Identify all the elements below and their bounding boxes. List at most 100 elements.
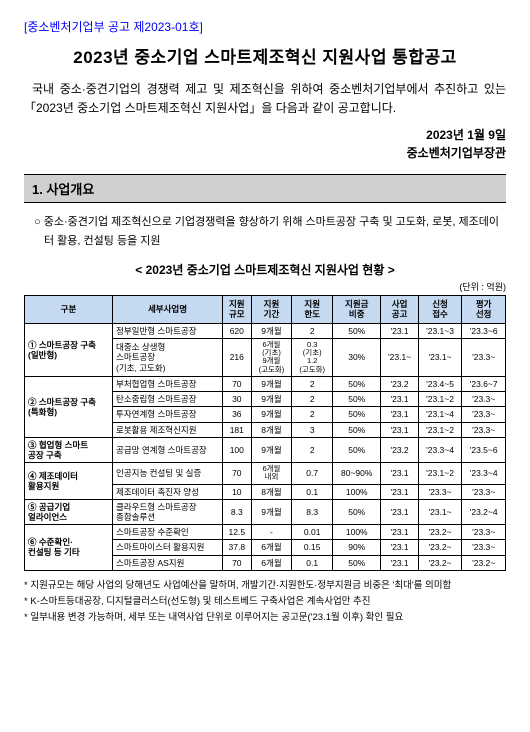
- value-cell: 2: [292, 392, 333, 407]
- category-cell: ④ 제조데이터활용지원: [25, 463, 113, 500]
- footnotes: * 지원규모는 해당 사업의 당해년도 사업예산을 말하며, 개발기간·지원한도…: [24, 579, 506, 626]
- value-cell: 70: [223, 463, 252, 485]
- sub-program-cell: 대중소 상생형스마트공장(기초, 고도화): [113, 338, 223, 376]
- value-cell: 6개월: [251, 555, 292, 570]
- sub-program-cell: 로봇활용 제조혁신지원: [113, 422, 223, 437]
- value-cell: 50%: [333, 422, 381, 437]
- value-cell: 100%: [333, 484, 381, 499]
- value-cell: 100%: [333, 525, 381, 540]
- value-cell: 3: [292, 422, 333, 437]
- value-cell: '23.1~4: [418, 407, 462, 422]
- value-cell: -: [251, 525, 292, 540]
- value-cell: 0.1: [292, 484, 333, 499]
- value-cell: 2: [292, 437, 333, 462]
- value-cell: 9개월: [251, 437, 292, 462]
- sub-program-cell: 부처협업형 스마트공장: [113, 376, 223, 391]
- sub-program-cell: 제조데이터 촉진자 양성: [113, 484, 223, 499]
- col-header: 세부사업명: [113, 295, 223, 323]
- value-cell: '23.1: [381, 323, 418, 338]
- table-header-row: 구분세부사업명지원규모지원기간지원한도지원금비중사업공고신청접수평가선정: [25, 295, 506, 323]
- value-cell: 8개월: [251, 484, 292, 499]
- value-cell: '23.3~: [462, 422, 506, 437]
- category-cell: ① 스마트공장 구축(일반형): [25, 323, 113, 376]
- value-cell: 50%: [333, 323, 381, 338]
- overview-text: ○ 중소·중견기업 제조혁신으로 기업경쟁력을 향상하기 위해 스마트공장 구축…: [34, 213, 506, 250]
- value-cell: 50%: [333, 437, 381, 462]
- col-header: 사업공고: [381, 295, 418, 323]
- value-cell: '23.3~: [462, 392, 506, 407]
- value-cell: '23.1~: [418, 338, 462, 376]
- value-cell: 0.15: [292, 540, 333, 555]
- value-cell: '23.4~5: [418, 376, 462, 391]
- value-cell: '23.3~: [418, 484, 462, 499]
- sub-program-cell: 정부일반형 스마트공장: [113, 323, 223, 338]
- col-header: 평가선정: [462, 295, 506, 323]
- value-cell: '23.3~: [462, 525, 506, 540]
- value-cell: 37.8: [223, 540, 252, 555]
- value-cell: '23.2~: [418, 555, 462, 570]
- value-cell: 9개월: [251, 323, 292, 338]
- table-row: ④ 제조데이터활용지원인공지능 컨설팅 및 실증706개월내외0.780~90%…: [25, 463, 506, 485]
- table-row: ⑥ 수준확인·컨설팅 등 기타스마트공장 수준확인12.5-0.01100%'2…: [25, 525, 506, 540]
- value-cell: '23.1: [381, 484, 418, 499]
- table-row: ③ 협업형 스마트공장 구축공급망 연계형 스마트공장1009개월250%'23…: [25, 437, 506, 462]
- date-block: 2023년 1월 9일 중소벤처기업부장관: [24, 126, 506, 162]
- value-cell: 181: [223, 422, 252, 437]
- value-cell: 70: [223, 376, 252, 391]
- value-cell: 2: [292, 376, 333, 391]
- col-header: 신청접수: [418, 295, 462, 323]
- value-cell: '23.1: [381, 499, 418, 524]
- value-cell: 0.7: [292, 463, 333, 485]
- sub-program-cell: 공급망 연계형 스마트공장: [113, 437, 223, 462]
- value-cell: 9개월: [251, 376, 292, 391]
- value-cell: '23.2~4: [462, 499, 506, 524]
- value-cell: '23.2~: [418, 525, 462, 540]
- value-cell: '23.1~3: [418, 323, 462, 338]
- value-cell: 2: [292, 407, 333, 422]
- category-cell: ⑤ 공급기업얼라이언스: [25, 499, 113, 524]
- sub-program-cell: 인공지능 컨설팅 및 실증: [113, 463, 223, 485]
- value-cell: 30: [223, 392, 252, 407]
- category-cell: ③ 협업형 스마트공장 구축: [25, 437, 113, 462]
- table-title: < 2023년 중소기업 스마트제조혁신 지원사업 현황 >: [24, 261, 506, 278]
- value-cell: '23.1~2: [418, 392, 462, 407]
- value-cell: '23.1: [381, 555, 418, 570]
- col-header: 지원기간: [251, 295, 292, 323]
- value-cell: 9개월: [251, 392, 292, 407]
- sub-program-cell: 스마트공장 AS지원: [113, 555, 223, 570]
- footnote-3: * 일부내용 변경 가능하며, 세부 또는 내역사업 단위로 이루어지는 공고문…: [24, 611, 506, 625]
- value-cell: 6개월: [251, 540, 292, 555]
- value-cell: '23.1: [381, 392, 418, 407]
- value-cell: 70: [223, 555, 252, 570]
- value-cell: 2: [292, 323, 333, 338]
- value-cell: '23.6~7: [462, 376, 506, 391]
- sub-program-cell: 탄소중립형 스마트공장: [113, 392, 223, 407]
- value-cell: 0.3(기초)1.2(고도화): [292, 338, 333, 376]
- value-cell: 216: [223, 338, 252, 376]
- value-cell: 12.5: [223, 525, 252, 540]
- value-cell: '23.1~: [418, 499, 462, 524]
- value-cell: 0.1: [292, 555, 333, 570]
- value-cell: '23.5~6: [462, 437, 506, 462]
- value-cell: '23.1: [381, 422, 418, 437]
- value-cell: '23.1~: [381, 338, 418, 376]
- value-cell: 8개월: [251, 422, 292, 437]
- col-header: 지원금비중: [333, 295, 381, 323]
- value-cell: '23.3~: [462, 338, 506, 376]
- value-cell: 50%: [333, 376, 381, 391]
- table-body: ① 스마트공장 구축(일반형)정부일반형 스마트공장6209개월250%'23.…: [25, 323, 506, 570]
- col-header: 구분: [25, 295, 113, 323]
- value-cell: '23.1: [381, 407, 418, 422]
- value-cell: '23.3~4: [462, 463, 506, 485]
- category-cell: ⑥ 수준확인·컨설팅 등 기타: [25, 525, 113, 571]
- value-cell: 36: [223, 407, 252, 422]
- value-cell: 9개월: [251, 499, 292, 524]
- sub-program-cell: 투자연계형 스마트공장: [113, 407, 223, 422]
- value-cell: '23.1: [381, 525, 418, 540]
- value-cell: '23.2: [381, 376, 418, 391]
- value-cell: 50%: [333, 407, 381, 422]
- footnote-2: * K-스마트등대공장, 디지털클러스터(선도형) 및 테스트베드 구축사업은 …: [24, 595, 506, 609]
- table-row: ② 스마트공장 구축(특화형)부처협업형 스마트공장709개월250%'23.2…: [25, 376, 506, 391]
- value-cell: '23.3~: [462, 484, 506, 499]
- value-cell: '23.2: [381, 437, 418, 462]
